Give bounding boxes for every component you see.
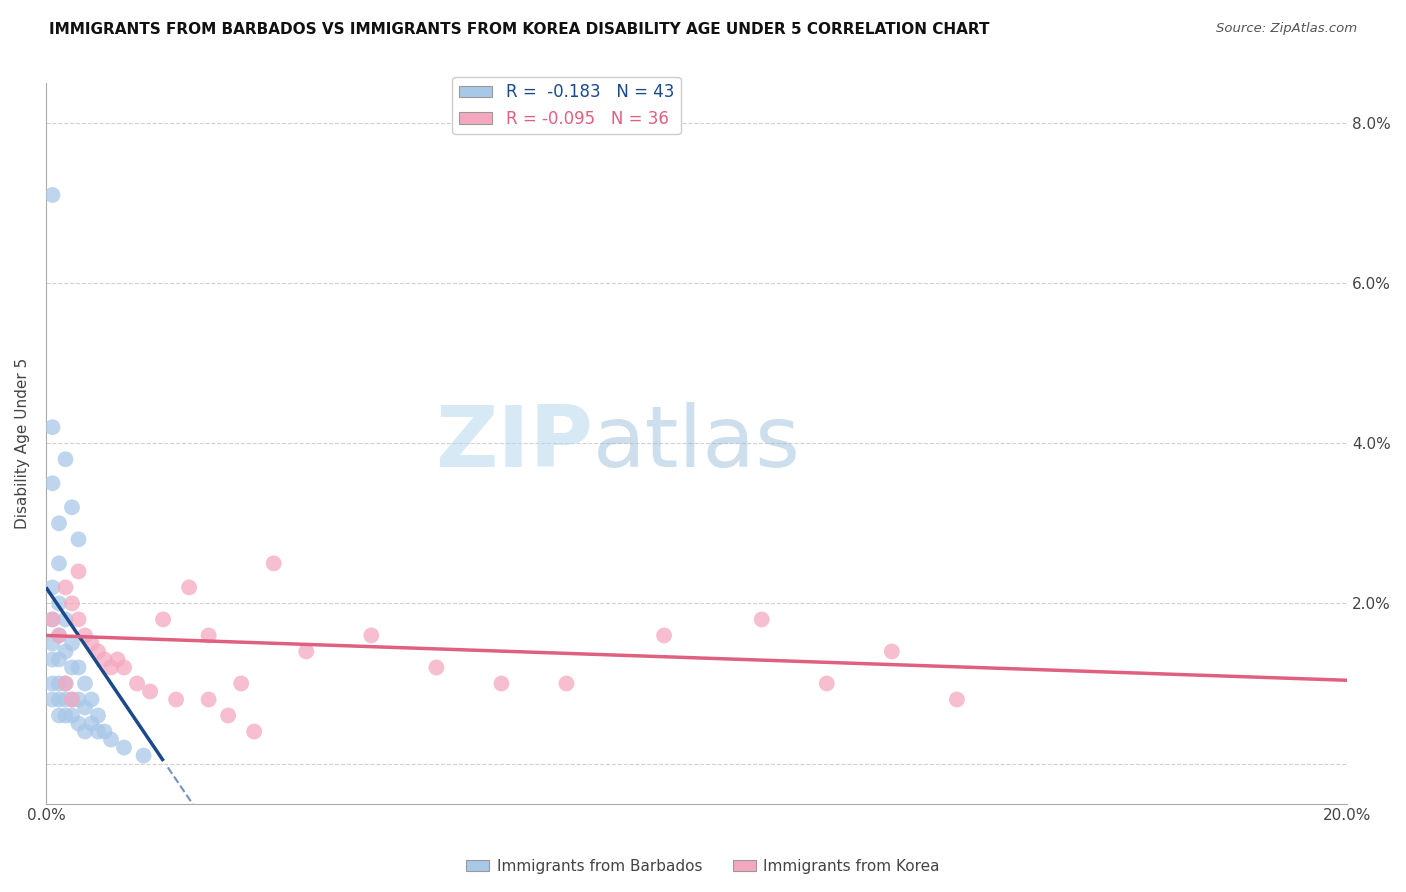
Point [48, 692, 70, 706]
Point [41, 692, 63, 706]
Point [60, 636, 83, 650]
Point [41, 676, 63, 690]
Point [93, 652, 115, 666]
Point [652, 628, 675, 642]
Point [41, 636, 63, 650]
Point [112, 660, 135, 674]
Point [946, 692, 969, 706]
Point [55, 452, 77, 467]
Point [815, 676, 838, 690]
Point [48, 596, 70, 610]
Point [60, 708, 83, 723]
Point [751, 612, 773, 626]
Point [87, 724, 110, 739]
Point [48, 628, 70, 642]
Point [67, 612, 90, 626]
Point [55, 644, 77, 658]
Point [55, 692, 77, 706]
Point [80, 692, 103, 706]
Point [491, 676, 513, 690]
Point [55, 676, 77, 690]
Point [197, 692, 219, 706]
Point [231, 676, 253, 690]
Point [87, 708, 110, 723]
Point [41, 188, 63, 202]
Y-axis label: Disability Age Under 5: Disability Age Under 5 [15, 358, 30, 529]
Point [132, 748, 155, 763]
Point [67, 692, 90, 706]
Point [125, 676, 148, 690]
Point [152, 612, 174, 626]
Text: IMMIGRANTS FROM BARBADOS VS IMMIGRANTS FROM KOREA DISABILITY AGE UNDER 5 CORRELA: IMMIGRANTS FROM BARBADOS VS IMMIGRANTS F… [49, 22, 990, 37]
Point [73, 700, 96, 714]
Point [55, 676, 77, 690]
Point [139, 684, 162, 698]
Legend: Immigrants from Barbados, Immigrants from Korea: Immigrants from Barbados, Immigrants fro… [460, 853, 946, 880]
Point [60, 692, 83, 706]
Point [880, 644, 903, 658]
Point [243, 724, 266, 739]
Point [41, 652, 63, 666]
Point [100, 732, 122, 747]
Point [48, 628, 70, 642]
Point [100, 660, 122, 674]
Point [179, 581, 201, 595]
Point [73, 628, 96, 642]
Point [67, 716, 90, 731]
Point [93, 724, 115, 739]
Point [48, 516, 70, 531]
Point [217, 708, 239, 723]
Point [41, 581, 63, 595]
Point [60, 660, 83, 674]
Point [112, 740, 135, 755]
Point [80, 716, 103, 731]
Point [48, 652, 70, 666]
Point [60, 500, 83, 515]
Point [67, 533, 90, 547]
Point [55, 612, 77, 626]
Point [41, 612, 63, 626]
Point [41, 476, 63, 491]
Point [73, 724, 96, 739]
Point [60, 596, 83, 610]
Point [67, 565, 90, 579]
Point [107, 652, 129, 666]
Point [197, 628, 219, 642]
Text: Source: ZipAtlas.com: Source: ZipAtlas.com [1216, 22, 1357, 36]
Point [67, 660, 90, 674]
Legend: R =  -0.183   N = 43, R = -0.095   N = 36: R = -0.183 N = 43, R = -0.095 N = 36 [453, 77, 681, 135]
Point [48, 676, 70, 690]
Point [87, 644, 110, 658]
Point [41, 420, 63, 434]
Point [263, 557, 285, 571]
Point [48, 708, 70, 723]
Point [165, 692, 187, 706]
Point [555, 676, 578, 690]
Point [55, 708, 77, 723]
Point [80, 636, 103, 650]
Text: ZIP: ZIP [434, 401, 592, 484]
Point [41, 612, 63, 626]
Point [73, 676, 96, 690]
Point [425, 660, 447, 674]
Point [295, 644, 318, 658]
Point [60, 692, 83, 706]
Text: atlas: atlas [592, 401, 800, 484]
Point [55, 581, 77, 595]
Point [48, 557, 70, 571]
Point [360, 628, 382, 642]
